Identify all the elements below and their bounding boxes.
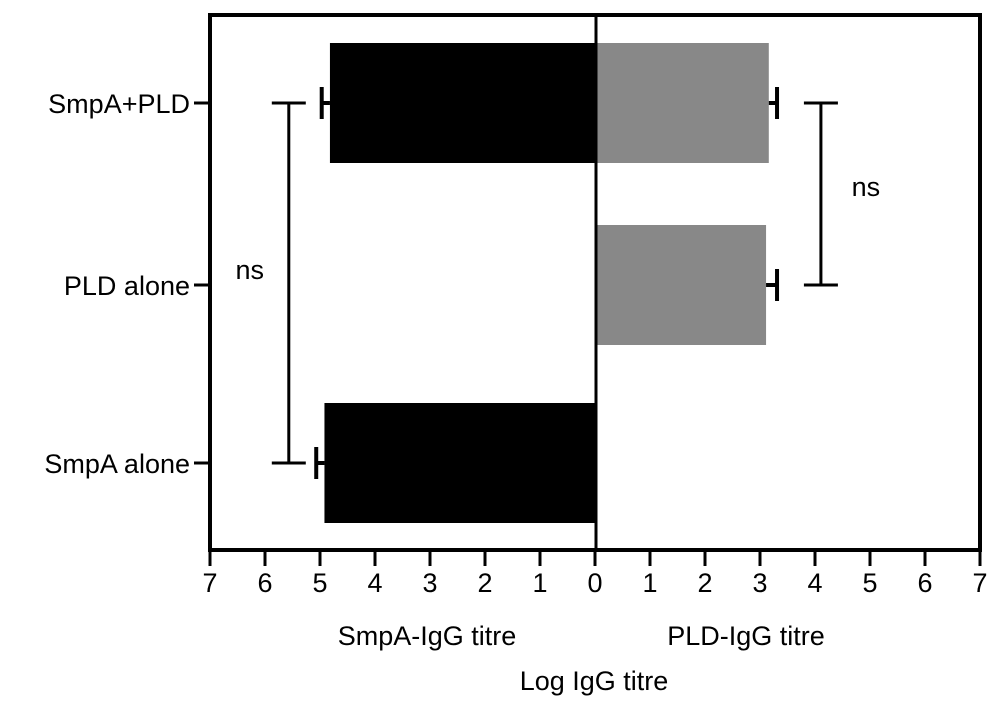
x-axis-ticks: 7 6 5 4 3 2 1 0 1 2 3 4 5 6 7: [202, 550, 988, 598]
x-tick-label-10: 3: [752, 568, 767, 598]
category-label-2: SmpA alone: [44, 449, 190, 479]
x-tick-label-8: 1: [642, 568, 657, 598]
bars-layer: [324, 43, 769, 523]
error-bars-layer: [314, 87, 780, 479]
significance-label-1: ns: [852, 172, 881, 202]
significance-label-0: ns: [236, 255, 265, 285]
x-tick-label-12: 5: [862, 568, 877, 598]
smpa-bar-0: [329, 43, 596, 163]
x-tick-label-14: 7: [972, 568, 987, 598]
category-label-0: SmpA+PLD: [48, 89, 190, 119]
x-tick-label-3: 4: [367, 568, 382, 598]
pld-bar-0: [596, 43, 769, 163]
x-tick-label-9: 2: [697, 568, 712, 598]
category-label-1: PLD alone: [64, 271, 190, 301]
pld-bar-1: [596, 225, 767, 345]
smpa-bar-2: [324, 403, 596, 523]
x-tick-label-1: 6: [257, 568, 272, 598]
x-axis-title: Log IgG titre: [520, 666, 669, 696]
x-tick-label-11: 4: [807, 568, 822, 598]
x-tick-label-5: 2: [477, 568, 492, 598]
x-tick-label-0: 7: [202, 568, 217, 598]
x-tick-label-4: 3: [422, 568, 437, 598]
x-tick-label-6: 1: [532, 568, 547, 598]
significance-brackets: ns ns: [236, 101, 881, 465]
x-tick-label-13: 6: [917, 568, 932, 598]
y-axis-categories: SmpA+PLD PLD alone SmpA alone: [44, 89, 210, 479]
right-axis-label: PLD-IgG titre: [667, 621, 825, 651]
x-tick-label-7: 0: [587, 568, 602, 598]
x-tick-label-2: 5: [312, 568, 327, 598]
left-axis-label: SmpA-IgG titre: [338, 621, 517, 651]
